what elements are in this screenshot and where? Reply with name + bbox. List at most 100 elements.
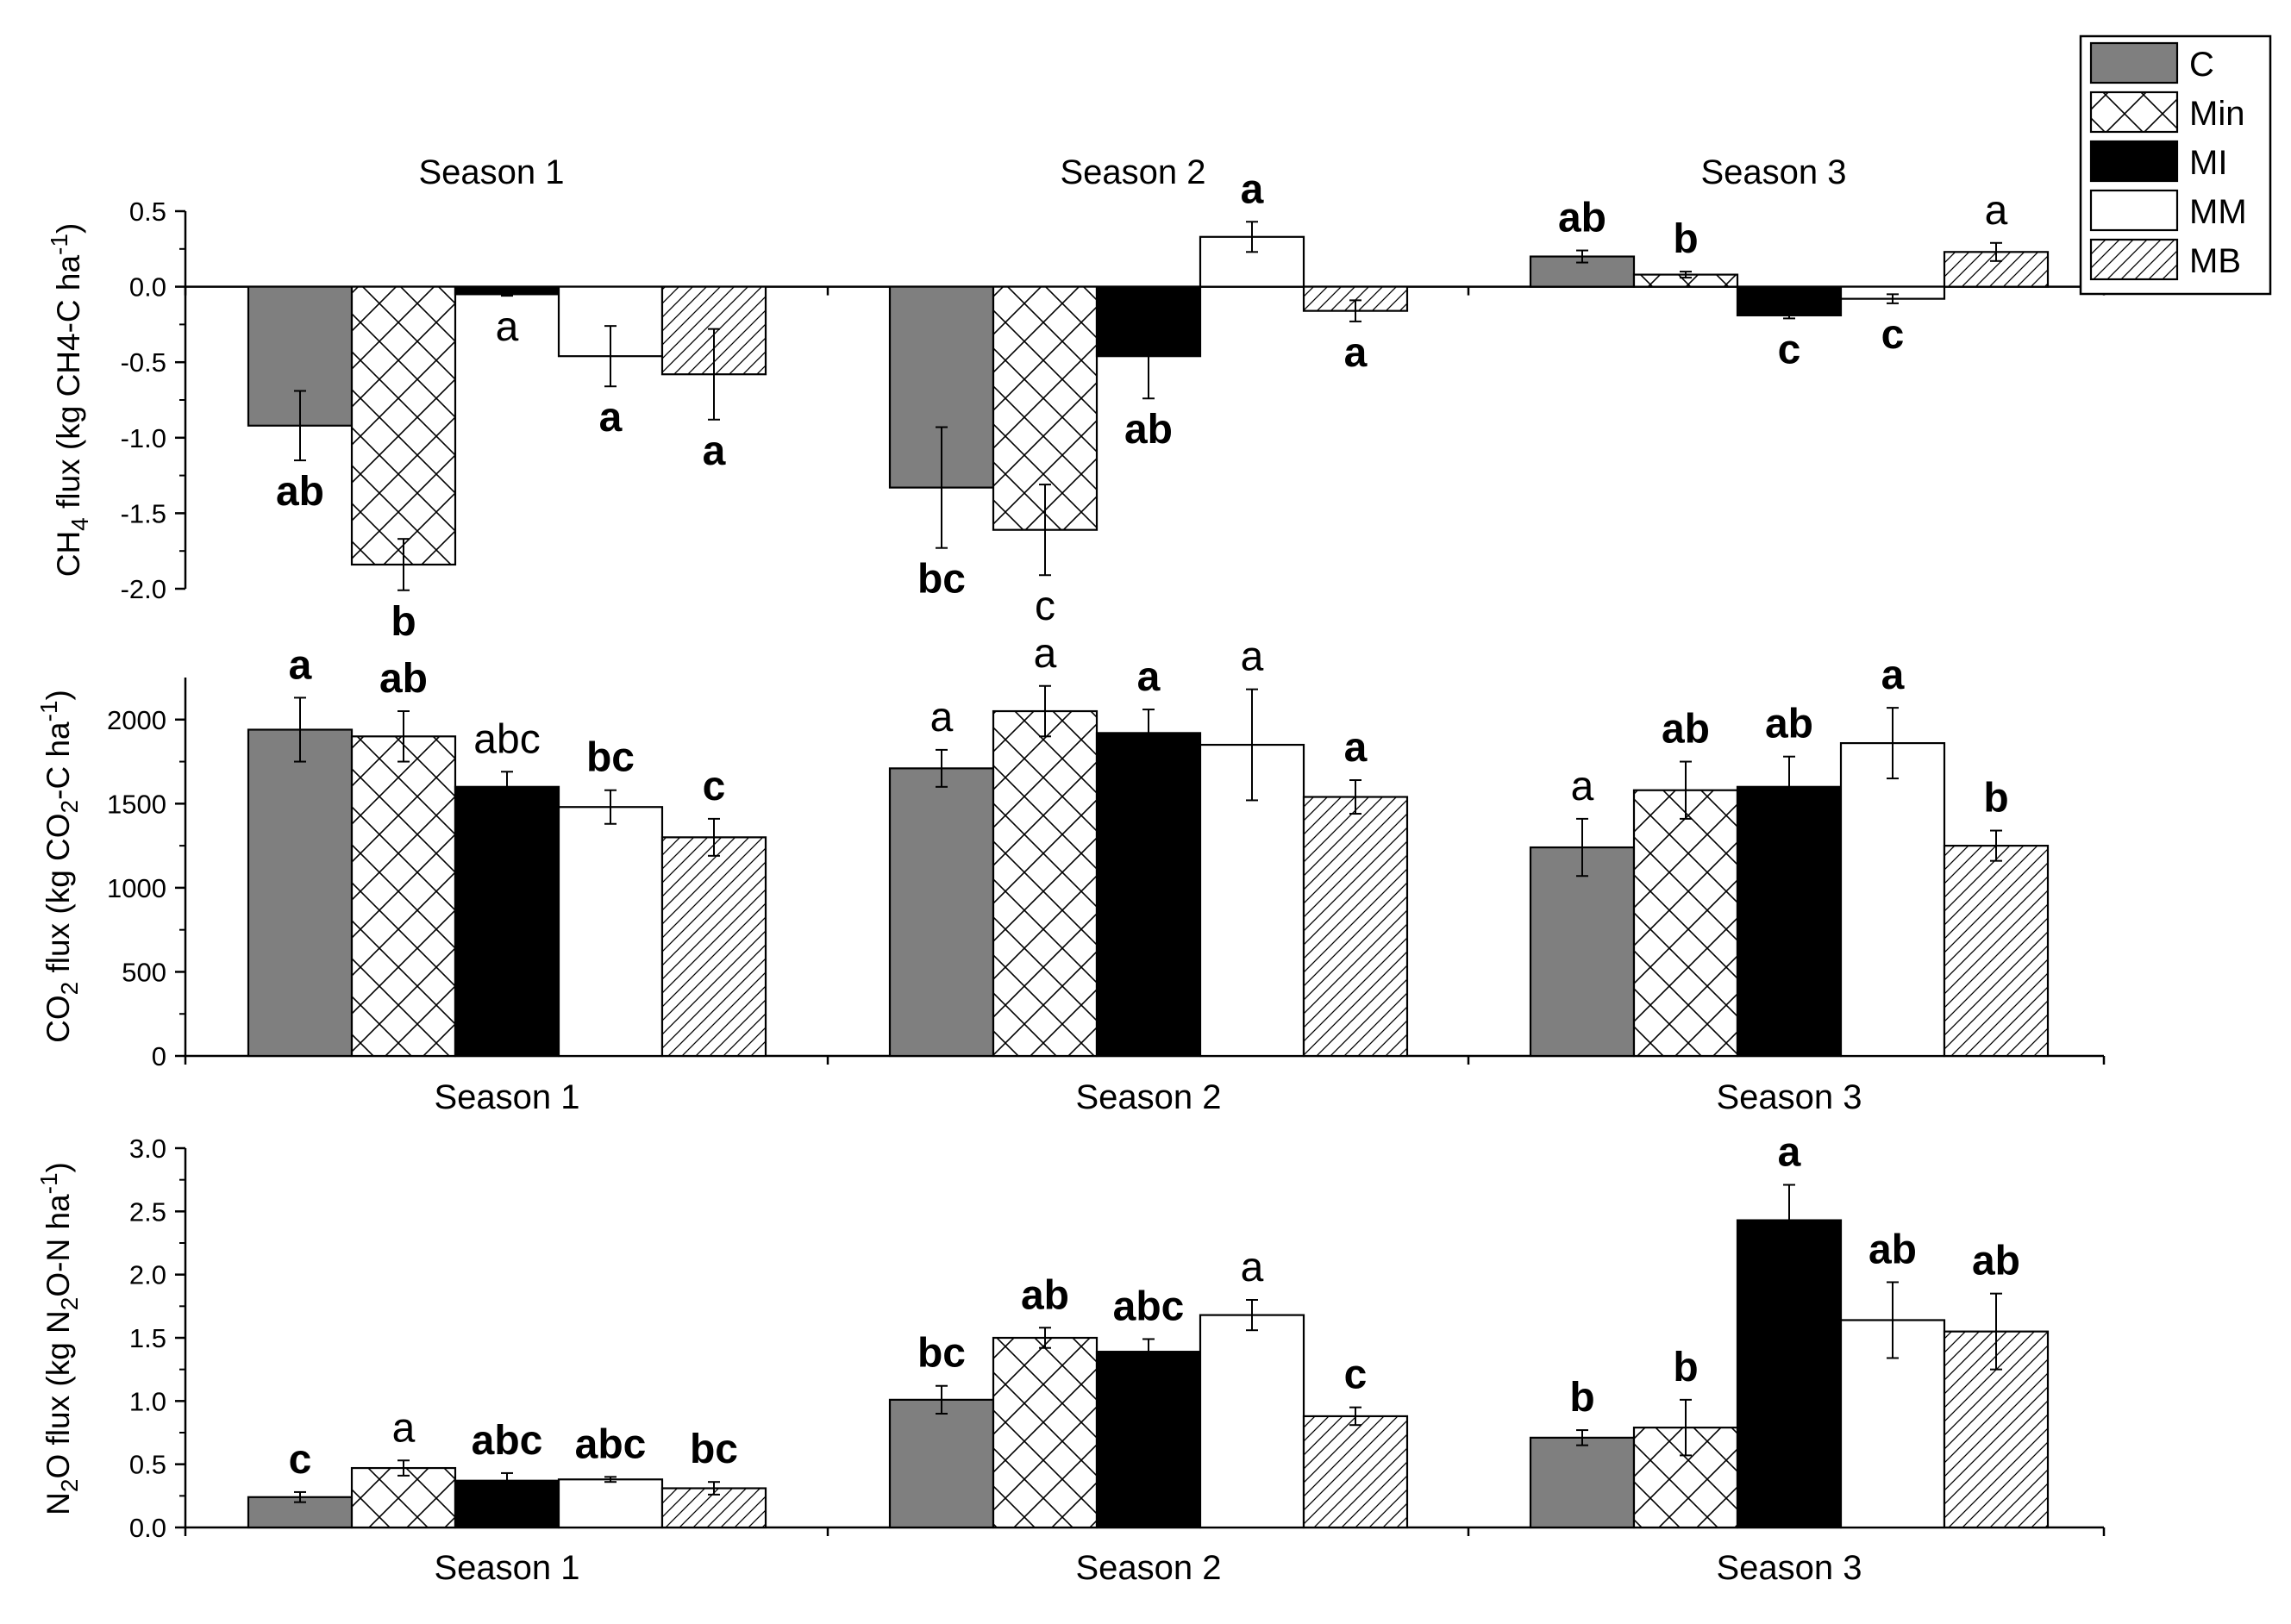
y-tick-label: 0.0 xyxy=(129,1513,166,1543)
significance-letter: bc xyxy=(917,1331,966,1377)
significance-letter: a xyxy=(1881,653,1905,698)
y-tick-label: 500 xyxy=(122,957,166,987)
y-tick-label: 0.0 xyxy=(129,272,166,303)
season-label: Season 1 xyxy=(434,1549,579,1587)
legend-swatch-mm xyxy=(2089,189,2179,232)
bar-mi xyxy=(1736,285,1843,316)
legend-label: MB xyxy=(2189,242,2241,280)
significance-letter: a xyxy=(1241,1245,1264,1290)
y-tick-label: 3.0 xyxy=(129,1134,166,1164)
significance-letter: a xyxy=(1778,1130,1801,1176)
y-axis-label: N2O flux (kg N2O-N ha-1) xyxy=(35,1162,83,1515)
season-label: Season 2 xyxy=(1075,1078,1221,1116)
significance-letter: a xyxy=(289,642,312,688)
significance-letter: c xyxy=(1344,1352,1368,1398)
significance-letter: a xyxy=(1241,634,1264,680)
significance-letter: a xyxy=(930,695,954,740)
significance-letter: c xyxy=(1778,327,1801,372)
bar-mm xyxy=(1839,741,1946,1058)
bar-mb xyxy=(1302,1415,1409,1529)
significance-letter: ab xyxy=(1124,407,1173,453)
legend-swatch-mi xyxy=(2089,140,2179,183)
significance-letter: abc xyxy=(473,716,540,762)
y-tick-label: 1.0 xyxy=(129,1386,166,1416)
y-tick-label: 0.5 xyxy=(129,1450,166,1480)
n2o-flux-panel: 0.0 0.5 1.0 1.5 2.0 2.5 3.0 N2O flux (kg N2O-N … xyxy=(35,1130,2106,1587)
y-axis-label: CO2 flux (kg CO2-C ha-1) xyxy=(35,690,83,1043)
bar-mi xyxy=(1095,732,1202,1058)
significance-letter: ab xyxy=(1765,702,1813,747)
bar-min xyxy=(350,1466,457,1529)
y-tick-label: 1.5 xyxy=(129,1323,166,1353)
significance-letter: ab xyxy=(1662,707,1710,753)
significance-letter: b xyxy=(1983,776,2008,821)
significance-letter: ab xyxy=(1021,1272,1069,1318)
y-tick-label: -1.0 xyxy=(121,423,166,453)
significance-letter: a xyxy=(703,428,726,474)
y-tick-label: 0 xyxy=(152,1041,166,1071)
significance-letter: a xyxy=(1241,166,1264,212)
bar-mi xyxy=(454,785,560,1058)
significance-letter: c xyxy=(1035,584,1055,629)
bar-c xyxy=(888,1398,995,1529)
y-tick-label: 2.5 xyxy=(129,1196,166,1227)
legend-swatch-c xyxy=(2089,41,2179,84)
season-label: Season 2 xyxy=(1060,153,1205,191)
significance-letter: ab xyxy=(1972,1239,2020,1284)
significance-letter: bc xyxy=(917,557,966,603)
significance-letter: a xyxy=(1034,631,1057,677)
significance-letter: a xyxy=(1344,725,1368,771)
significance-letter: b xyxy=(1673,1345,1698,1390)
bar-min xyxy=(1632,789,1739,1058)
significance-letter: b xyxy=(1673,216,1698,262)
bar-mi xyxy=(1095,1351,1202,1529)
significance-letter: c xyxy=(1881,312,1905,358)
season-label: Season 2 xyxy=(1075,1549,1221,1587)
co2-flux-panel: 0 500 1000 1500 2000 CO2 flux (kg CO2-C ha-1)… xyxy=(35,631,2106,1116)
significance-letter: b xyxy=(391,599,416,645)
bar-min xyxy=(992,709,1099,1058)
significance-letter: abc xyxy=(1113,1284,1185,1329)
bar-c xyxy=(1529,1436,1636,1529)
bar-mi xyxy=(1736,1219,1843,1529)
y-tick-label: 1000 xyxy=(107,873,166,903)
legend-swatch-min xyxy=(2089,91,2179,134)
significance-letter: a xyxy=(496,304,519,350)
bar-mm xyxy=(557,806,664,1058)
season-label: Season 3 xyxy=(1716,1549,1862,1587)
significance-letter: abc xyxy=(472,1418,543,1464)
significance-letter: a xyxy=(1985,188,2008,234)
significance-letter: ab xyxy=(379,656,428,702)
bar-c xyxy=(888,767,995,1058)
bar-min xyxy=(992,1336,1099,1529)
bar-mm xyxy=(557,1478,664,1529)
significance-letter: ab xyxy=(1868,1227,1917,1272)
bar-min xyxy=(350,735,457,1058)
significance-letter: c xyxy=(289,1437,312,1483)
season-label: Season 3 xyxy=(1700,153,1846,191)
y-axis-label: CH4 flux (kg CH4-C ha-1) xyxy=(46,223,93,578)
y-tick-label: -1.5 xyxy=(121,498,166,528)
legend-label: MM xyxy=(2189,193,2247,231)
bar-c xyxy=(1529,846,1636,1058)
significance-letter: bc xyxy=(586,735,635,781)
y-tick-label: 2000 xyxy=(107,705,166,735)
bar-mb xyxy=(660,836,767,1058)
significance-letter: a xyxy=(1137,654,1161,700)
legend-label: MI xyxy=(2189,144,2227,182)
season-label: Season 1 xyxy=(418,153,564,191)
significance-letter: bc xyxy=(690,1427,738,1472)
significance-letter: abc xyxy=(575,1421,647,1467)
significance-letter: b xyxy=(1569,1375,1594,1421)
significance-letter: a xyxy=(1571,764,1594,809)
y-tick-label: 2.0 xyxy=(129,1260,166,1290)
significance-letter: a xyxy=(1344,330,1368,376)
y-tick-label: 1500 xyxy=(107,789,166,819)
significance-letter: c xyxy=(703,764,726,809)
ch4-flux-panel: 0.5 0.0 -0.5 -1.0 -1.5 -2.0 CH4 flux (kg CH4-C… xyxy=(46,153,2106,645)
legend: C Min MI MM MB xyxy=(2079,34,2272,296)
significance-letter: a xyxy=(599,395,623,440)
bar-mm xyxy=(1199,1314,1305,1529)
bar-mi xyxy=(1736,785,1843,1058)
